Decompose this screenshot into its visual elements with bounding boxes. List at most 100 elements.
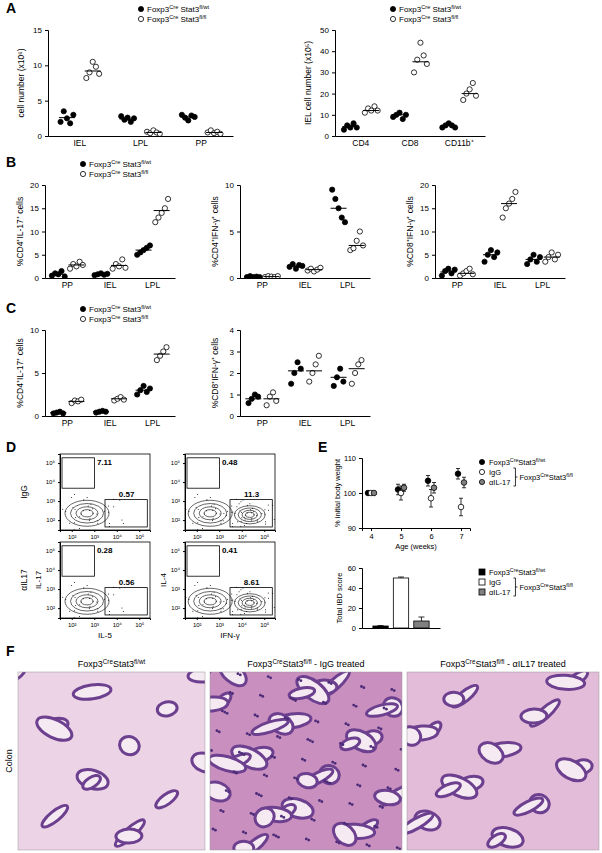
legend-symbol [479,459,484,464]
event-dot [236,506,237,507]
infiltrate [286,718,289,721]
infiltrate [238,751,241,754]
crypt [187,672,205,683]
event-dot [197,494,198,495]
tick-label: 0 [230,274,235,283]
tick: 10³ [171,498,185,504]
tick-mark [58,608,60,609]
axis-line [359,569,363,629]
event-dot [265,609,266,610]
mean-line [245,398,261,399]
infiltrate [362,764,365,767]
tick-label: 10⁵ [46,460,56,466]
mean-line [363,110,379,111]
text-part: fl/wt [536,567,546,573]
infiltrate [379,805,382,808]
axis-line [45,31,49,137]
tick-mark [183,551,185,552]
mean-line [544,257,560,258]
axis: 0510 [30,326,45,421]
event-dot [234,513,235,514]
contour [194,504,227,524]
event-dot [223,513,224,514]
event-dot [206,510,207,511]
tick-mark [58,551,60,552]
tick-label: 10³ [215,622,224,628]
legend-label: IgG [489,578,501,587]
plot-area [49,196,170,278]
event-dot [74,582,75,583]
legend-label: Foxp3Cre Stat3fl/wt [399,4,462,14]
mean-line [412,61,428,62]
event-dot [213,518,214,519]
event-dot [202,616,203,617]
axis-line [61,619,151,621]
tick-mark [42,185,45,186]
crypt [18,672,29,683]
histology-image [398,668,599,851]
data-point [349,381,354,386]
event-dot [226,603,227,604]
event-dot [241,517,242,518]
error-bar [459,498,463,516]
figure: ABCDEF051015IELLPLPPcell number (x10⁶)Fo… [0,0,602,853]
tick: 5 [425,251,435,260]
infiltrate [394,768,397,771]
text-part: Foxp3 [78,659,103,669]
event-dot [108,505,109,506]
data-point [552,257,557,262]
legend-group-label: Foxp3CreStat3fl/fl [519,472,573,482]
error-bar [432,483,436,494]
event-dot [62,597,63,598]
infiltrate [214,829,217,832]
event-dot [257,609,258,610]
mean-line [501,203,517,204]
tick-label: IEL [73,138,86,148]
axis-line [186,531,276,533]
contour [242,598,257,607]
event-dot [79,616,80,617]
infiltrate [246,732,249,735]
event-dot [251,607,252,608]
data-point [147,243,152,248]
tick-label: 10 [420,228,429,237]
crypt [215,672,251,690]
mean-line [145,132,161,133]
event-dot [196,595,197,596]
event-dot [236,594,237,595]
event-dot [220,601,221,602]
data-point [264,403,269,408]
crypt [407,723,424,749]
event-dot [268,598,269,599]
infiltrate [296,778,299,781]
tick: PP [257,416,269,428]
tick: 10⁵ [260,618,270,628]
gate-label: 0.28 [97,546,113,555]
event-dot [97,523,98,524]
event-dot [97,611,98,612]
mean-line [50,274,66,275]
event-dot [96,513,97,514]
event-dot [214,504,215,505]
text-part: fl/fl [451,14,458,20]
infiltrate [369,745,372,748]
data-point [289,381,294,386]
tick-label: 5 [35,251,40,260]
mean-line [288,370,304,371]
data-point [401,485,407,491]
axis: 05101520 [420,181,435,283]
tick-mark [58,589,60,590]
text-part: - IgG treated [312,659,365,669]
tick: 10⁴ [46,479,60,485]
legend-label: Foxp3Cre Stat3fl/fl [147,14,206,24]
text-part: Stat3 [430,15,451,24]
tissue-background [18,672,205,850]
tick-label: 10² [68,622,77,628]
crypt [153,788,180,811]
event-dot [121,608,122,609]
data-point [110,266,115,271]
legend-label: αIL-17 [489,588,510,597]
text-part: Stat3 [475,659,496,669]
text-part: Stat3 [113,659,134,669]
text-part: Cre [169,4,178,10]
